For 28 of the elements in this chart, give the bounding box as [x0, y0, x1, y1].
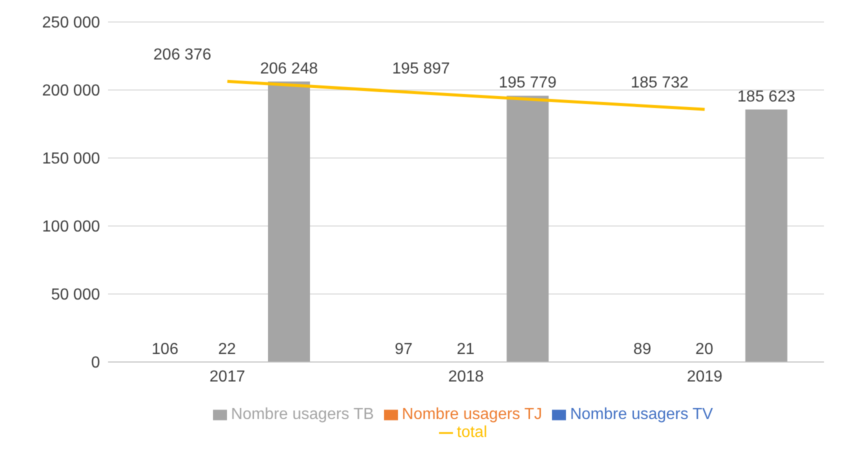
- y-tick-label: 50 000: [51, 286, 100, 304]
- legend-label: Nombre usagers TJ: [402, 406, 542, 423]
- data-label: 185 732: [630, 74, 689, 92]
- x-tick-label: 2019: [686, 368, 723, 386]
- data-label: 106: [152, 340, 178, 358]
- data-label: 206 248: [260, 60, 318, 78]
- bar: [745, 110, 788, 362]
- data-label: 195 779: [498, 74, 557, 92]
- legend-label: Nombre usagers TB: [231, 406, 374, 423]
- y-tick-label: 150 000: [42, 150, 100, 168]
- x-tick-label: 2018: [448, 368, 484, 386]
- data-label: 89: [633, 340, 652, 358]
- data-label: 22: [218, 340, 236, 358]
- y-tick-label: 100 000: [42, 218, 100, 236]
- y-tick-label: 200 000: [42, 82, 100, 100]
- data-label: 185 623: [737, 88, 796, 106]
- y-tick-label: 0: [91, 354, 100, 372]
- data-label: 195 897: [392, 60, 450, 78]
- data-label: 21: [456, 340, 475, 358]
- data-label: 206 376: [153, 46, 212, 64]
- legend-label: Nombre usagers TV: [570, 406, 713, 423]
- x-tick-label: 2017: [210, 368, 246, 386]
- data-label: 20: [695, 340, 714, 358]
- bar: [506, 96, 549, 362]
- y-tick-label: 250 000: [42, 14, 100, 32]
- data-label: 97: [394, 340, 413, 358]
- legend-label: total: [456, 424, 488, 441]
- bar: [268, 82, 310, 362]
